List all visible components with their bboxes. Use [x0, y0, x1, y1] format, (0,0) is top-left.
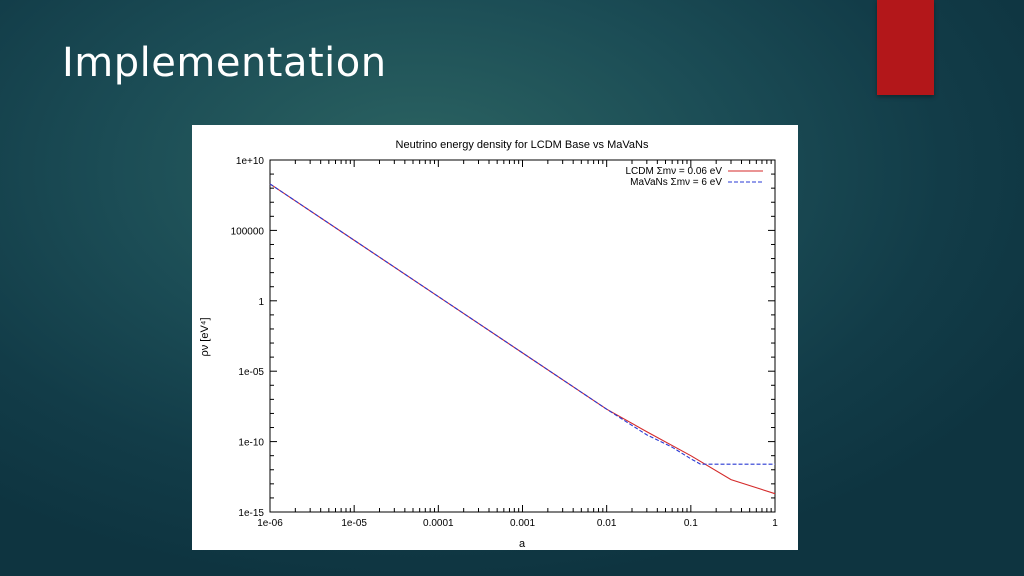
x-tick-label: 0.01	[597, 518, 617, 529]
x-tick-label: 0.001	[510, 518, 535, 529]
series-line-lcdm	[269, 183, 776, 495]
x-axis-label: a	[519, 538, 526, 550]
y-tick-label: 100000	[231, 226, 265, 237]
legend-label: MaVaNs Σmν = 6 eV	[630, 177, 722, 188]
y-tick-label: 1e-10	[238, 438, 264, 449]
series-layer	[269, 183, 776, 495]
x-tick-label: 1	[772, 518, 778, 529]
legend-label: LCDM Σmν = 0.06 eV	[626, 166, 723, 177]
y-tick-label: 1	[258, 297, 264, 308]
x-tick-label: 0.0001	[423, 518, 454, 529]
x-tick-label: 0.1	[684, 518, 698, 529]
slide-title: Implementation	[62, 40, 387, 86]
ticks-layer: 1e-06 1e-05 0.0001 0.001 0.01 0.1 1 1e+10 100000…	[231, 156, 779, 529]
x-tick-label: 1e-05	[341, 518, 367, 529]
chart-svg: Neutrino energy density for LCDM Base vs…	[199, 139, 779, 550]
y-axis-label: ρν [eV⁴]	[199, 317, 211, 356]
series-line-mavans	[269, 183, 775, 465]
accent-bar	[877, 0, 934, 95]
chart-figure: Neutrino energy density for LCDM Base vs…	[192, 125, 798, 550]
y-tick-label: 1e-05	[238, 367, 264, 378]
chart-title: Neutrino energy density for LCDM Base vs…	[396, 139, 649, 151]
y-tick-label: 1e-15	[238, 508, 264, 519]
x-tick-label: 1e-06	[257, 518, 283, 529]
y-tick-label: 1e+10	[236, 156, 265, 167]
plot-frame	[269, 159, 776, 513]
